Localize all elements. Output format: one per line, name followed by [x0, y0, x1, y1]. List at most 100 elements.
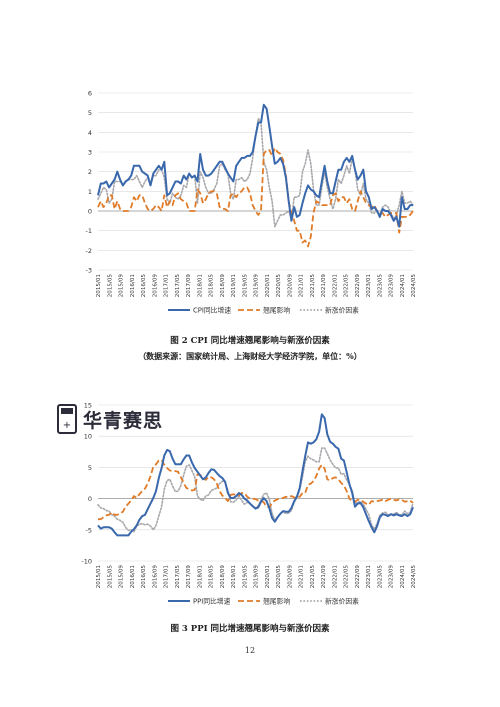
- ppi-series: [97, 413, 414, 537]
- x-tick-label: 2019/09: [254, 565, 260, 589]
- legend-label: PPI同比增速: [193, 597, 231, 606]
- x-tick-label: 2024/01: [400, 565, 406, 589]
- legend-label: 新涨价因素: [325, 306, 359, 315]
- x-tick-label: 2017/01: [164, 274, 170, 298]
- cpi-chart: -3 -2 -1 0 1 2 3 4 5 6 2015/01 2015/05 2015/09 2016/0…: [86, 90, 417, 315]
- x-tick-label: 2024/01: [400, 274, 406, 298]
- ppi-legend: PPI同比增速 翘尾影响 新涨价因素: [168, 597, 359, 606]
- y-tick-label: 5: [88, 464, 92, 472]
- y-tick-label: 10: [84, 433, 92, 441]
- x-tick-label: 2020/05: [276, 274, 282, 298]
- x-tick-label: 2018/05: [209, 565, 215, 589]
- x-tick-label: 2015/09: [119, 565, 125, 589]
- x-tick-label: 2020/09: [287, 565, 293, 589]
- x-tick-label: 2023/09: [389, 565, 395, 589]
- ppi-ticks: -10 -5 0 5 10 15 2015/01 2015/05 2015/09 2016/01 2…: [81, 402, 417, 589]
- x-tick-label: 2015/09: [119, 274, 125, 298]
- x-tick-label: 2022/05: [344, 274, 350, 298]
- x-tick-label: 2023/01: [366, 565, 372, 589]
- x-tick-label: 2023/05: [377, 274, 383, 298]
- x-tick-label: 2021/05: [310, 565, 316, 589]
- x-tick-label: 2018/01: [197, 565, 203, 589]
- figure3-title: 图 3 PPI 同比增速翘尾影响与新涨价因素: [170, 624, 330, 634]
- x-tick-label: 2016/09: [152, 274, 158, 298]
- x-tick-label: 2016/05: [141, 565, 147, 589]
- svg-text:+: +: [63, 420, 71, 431]
- x-tick-label: 2015/01: [96, 274, 102, 298]
- y-tick-label: 0: [88, 208, 92, 216]
- x-tick-label: 2022/01: [332, 274, 338, 298]
- ppi-chart: -10 -5 0 5 10 15 2015/01 2015/05 2015/09 2016/01 2…: [81, 402, 417, 606]
- x-tick-label: 2021/09: [321, 274, 327, 298]
- x-tick-label: 2020/01: [265, 565, 271, 589]
- x-tick-label: 2024/05: [411, 565, 417, 589]
- x-tick-label: 2022/01: [332, 565, 338, 589]
- x-tick-label: 2019/01: [231, 565, 237, 589]
- x-tick-label: 2017/09: [186, 274, 192, 298]
- x-tick-label: 2023/01: [366, 274, 372, 298]
- calculator-logo-icon: +: [57, 404, 77, 434]
- x-tick-label: 2022/05: [344, 565, 350, 589]
- x-tick-label: 2017/05: [175, 565, 181, 589]
- cpi-ticks: -3 -2 -1 0 1 2 3 4 5 6 2015/01 2015/05 2015/09 2016/0…: [86, 90, 417, 298]
- x-tick-label: 2021/01: [299, 274, 305, 298]
- series-line-dashed: [98, 459, 414, 521]
- legend-label: 翘尾影响: [263, 306, 290, 315]
- y-tick-label: -3: [86, 267, 92, 275]
- legend-label: CPI同比增速: [193, 306, 231, 315]
- x-tick-label: 2021/05: [310, 274, 316, 298]
- y-tick-label: 4: [88, 129, 92, 137]
- cpi-grid: [98, 92, 413, 271]
- x-tick-label: 2016/01: [130, 565, 136, 589]
- x-tick-label: 2017/01: [164, 565, 170, 589]
- x-tick-label: 2018/09: [220, 565, 226, 589]
- x-tick-label: 2015/01: [96, 565, 102, 589]
- y-tick-label: 5: [88, 109, 92, 117]
- legend-label: 新涨价因素: [325, 597, 359, 606]
- x-tick-label: 2021/01: [299, 565, 305, 589]
- x-tick-label: 2020/05: [276, 565, 282, 589]
- x-tick-label: 2022/09: [355, 565, 361, 589]
- page-number: 12: [244, 646, 256, 655]
- series-line-solid: [97, 103, 413, 228]
- x-tick-label: 2019/01: [231, 274, 237, 298]
- x-tick-label: 2015/05: [107, 565, 113, 589]
- x-tick-label: 2018/01: [197, 274, 203, 298]
- x-tick-label: 2023/05: [377, 565, 383, 589]
- x-tick-label: 2015/05: [107, 274, 113, 298]
- watermark: + 华青赛思: [57, 402, 163, 436]
- figure2-title: 图 2 CPI 同比增速翘尾影响与新涨价因素: [170, 336, 330, 346]
- x-tick-label: 2020/01: [265, 274, 271, 298]
- x-tick-label: 2016/05: [141, 274, 147, 298]
- x-tick-label: 2023/09: [389, 274, 395, 298]
- y-tick-label: 15: [84, 402, 92, 410]
- x-tick-label: 2017/05: [175, 274, 181, 298]
- y-tick-label: -10: [81, 558, 92, 566]
- figure2-source: （数据来源：国家统计局、上海财经大学经济学院，单位：%）: [138, 351, 362, 361]
- cpi-legend: CPI同比增速 翘尾影响 新涨价因素: [168, 306, 359, 315]
- x-tick-label: 2024/05: [411, 274, 417, 298]
- x-tick-label: 2017/09: [186, 565, 192, 589]
- y-tick-label: -2: [86, 247, 92, 255]
- x-tick-label: 2018/05: [209, 274, 215, 298]
- y-tick-label: 0: [88, 495, 92, 503]
- legend-label: 翘尾影响: [263, 597, 290, 606]
- y-tick-label: -5: [86, 526, 92, 534]
- x-tick-label: 2016/09: [152, 565, 158, 589]
- series-line-dotted: [97, 447, 414, 533]
- series-line-dashed: [97, 147, 414, 248]
- x-tick-label: 2019/05: [242, 565, 248, 589]
- x-tick-label: 2019/09: [254, 274, 260, 298]
- x-tick-label: 2016/01: [130, 274, 136, 298]
- x-tick-label: 2021/09: [321, 565, 327, 589]
- x-tick-label: 2019/05: [242, 274, 248, 298]
- y-tick-label: 2: [88, 168, 92, 176]
- y-tick-label: -1: [86, 227, 92, 235]
- y-tick-label: 1: [88, 188, 92, 196]
- series-line-solid: [97, 413, 414, 537]
- y-tick-label: 6: [88, 90, 92, 98]
- y-tick-label: 3: [88, 149, 92, 157]
- x-tick-label: 2022/09: [355, 274, 361, 298]
- watermark-text: 华青赛思: [83, 409, 164, 432]
